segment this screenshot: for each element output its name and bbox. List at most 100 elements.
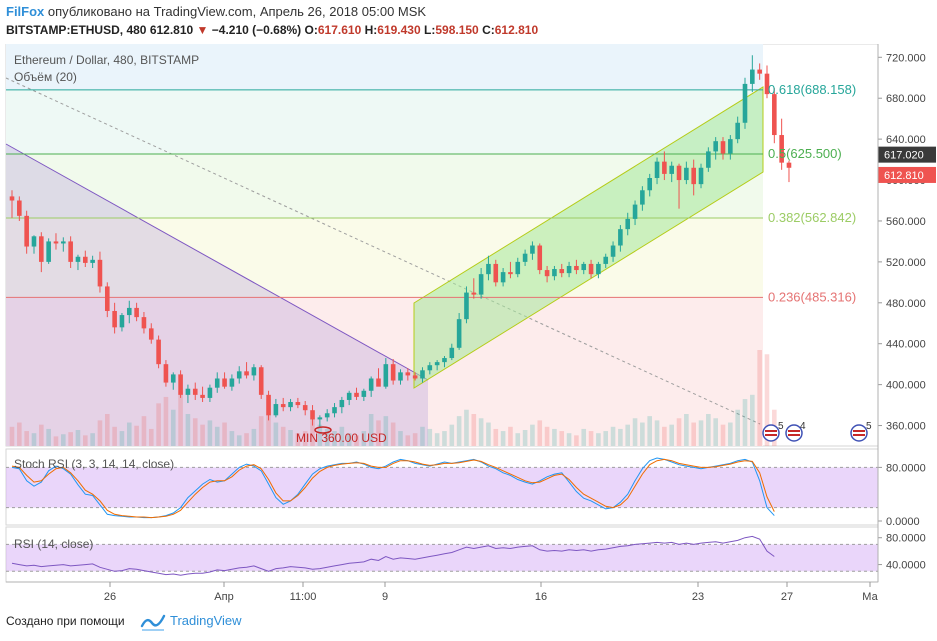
time-tick-label: 27 [781,591,793,603]
candle-body [544,270,550,277]
price-tick-label: 520.000 [886,257,926,269]
volume-bar [324,428,330,446]
candle-body [383,364,389,387]
candle-body [236,371,242,379]
volume-bar [295,433,301,446]
fib-zone [6,89,763,154]
volume-bar [310,418,315,446]
volume-bar [493,428,499,446]
volume-bar [104,414,110,446]
volume-bar [75,430,81,446]
volume-bar [486,422,491,446]
candle-body [126,307,132,316]
volume-bar [603,431,609,446]
candle-body [662,161,667,174]
candle-body [156,339,161,365]
candle-body [669,165,674,174]
footer-brand[interactable]: TradingView [170,613,242,628]
candle-body [214,378,220,388]
volume-bar [530,424,535,446]
candle-body [735,122,740,140]
volume-bar [302,431,308,446]
volume-bar [750,394,755,446]
volume-bar [390,422,396,446]
fib-labels: 0.618(688.158) 0.5(625.500) 0.382(562.842)… [768,82,856,304]
min-price-label: MIN 360.00 USD [296,431,387,445]
candle-body [566,265,572,274]
volume-bar [676,418,682,446]
stoch-rsi-lines: 80.0000 0.0000 [6,457,926,528]
event-flag-icon[interactable]: 4 [785,421,806,442]
candle-body [244,371,249,376]
high-value: 619.430 [377,23,421,37]
candle-body [508,272,513,275]
volume-bar [273,422,279,446]
candle-body [361,390,367,397]
open-label: O: [304,23,318,37]
symbol-name[interactable]: BITSTAMP:ETHUSD, 480 [6,23,147,37]
candle-body [515,261,521,275]
volume-bar [427,428,433,446]
volume-bar [17,422,22,446]
candle-body [632,204,638,219]
volume-bar [156,403,161,446]
candle-body [185,388,191,395]
candle-body [588,263,594,275]
candle-body [310,410,315,420]
volume-bar [83,435,88,446]
svg-text:5: 5 [778,421,784,432]
volume-bar [706,414,711,446]
low-label: L: [424,23,436,37]
candle-body [222,378,227,387]
volume-bar [398,431,403,446]
candle-body [83,256,88,263]
fib-label: 0.382(562.842) [768,210,856,225]
tradingview-logo-icon[interactable] [140,610,166,632]
volume-bar [537,420,543,446]
candle-body [779,135,784,163]
candle-body [339,399,345,408]
candle-body [478,274,484,295]
candle-body [46,241,51,262]
candle-body [332,407,337,414]
oscillator-band [6,467,878,508]
candle-body [647,178,653,191]
candle-body [75,256,81,262]
candle-body [31,236,37,247]
candle-body [412,375,418,379]
candle-body [442,358,447,363]
event-flag-icon[interactable]: 5 [850,421,872,442]
footer: Создано при помощи TradingView [0,606,937,641]
candle-body [772,94,777,136]
volume-bar [669,424,674,446]
volume-bar [522,430,528,446]
time-axis: 26 Апр 11:00 9 16 23 27 Ма [104,582,879,603]
candle-body [273,404,279,416]
volume-bar [24,431,29,446]
author-name[interactable]: FilFox [6,4,45,19]
candle-body [207,387,213,398]
close-label: C: [482,23,495,37]
volume-bar [53,436,59,446]
volume-bar [178,390,183,446]
volume-bar [126,422,132,446]
volume-bar [412,433,418,446]
fib-zone [6,44,763,90]
wedge-trendline [5,143,429,381]
volume-bar [478,418,484,446]
volume-bar [368,414,374,446]
chart-title: Ethereum / Dollar, 480, BITSTAMP [14,53,199,67]
event-flag-icon[interactable]: 5 [762,421,784,442]
volume-bar [449,424,455,446]
volume-bar [163,396,169,446]
close-value: 612.810 [494,23,539,37]
volume-bar [405,435,411,446]
volume-bar [361,431,367,446]
volume-bar [192,418,198,446]
fib-zones [6,44,763,446]
price-chart[interactable]: 720.000680.000640.000600.000560.000520.0… [0,44,937,606]
candle-body [39,236,44,262]
volume-label: Объём (20) [14,70,77,84]
candle-body [288,402,293,408]
candle-body [691,167,696,185]
